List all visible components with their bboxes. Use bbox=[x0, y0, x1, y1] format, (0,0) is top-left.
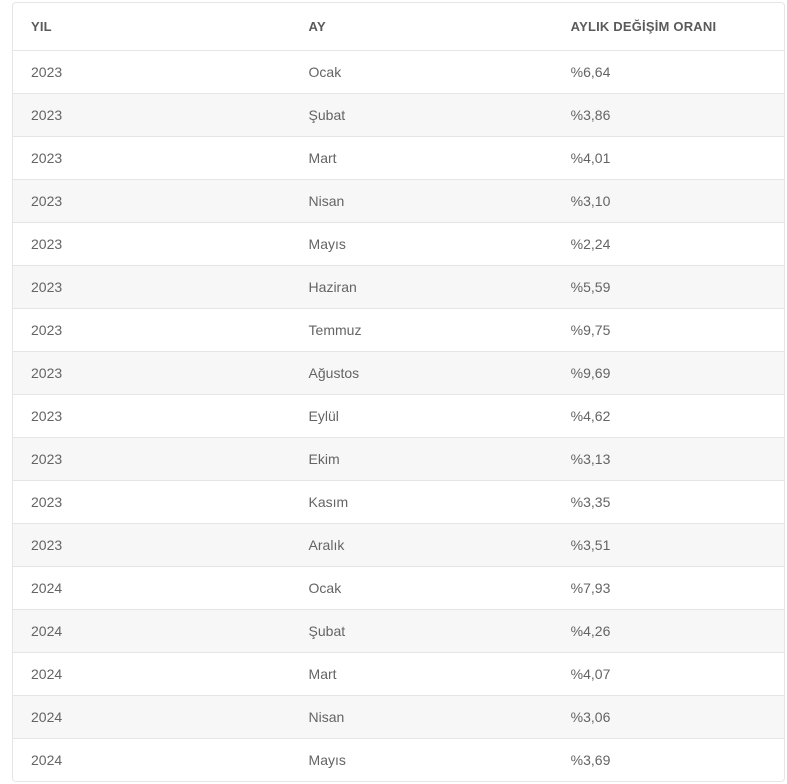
table-body: 2023 Ocak %6,64 2023 Şubat %3,86 2023 Ma… bbox=[13, 51, 784, 782]
cell-ay: Mart bbox=[291, 137, 553, 180]
cell-oran: %2,24 bbox=[553, 223, 784, 266]
cell-ay: Eylül bbox=[291, 395, 553, 438]
cell-ay: Ocak bbox=[291, 51, 553, 94]
cell-ay: Nisan bbox=[291, 180, 553, 223]
cell-yil: 2024 bbox=[13, 653, 291, 696]
table-row: 2023 Haziran %5,59 bbox=[13, 266, 784, 309]
table-row: 2023 Nisan %3,10 bbox=[13, 180, 784, 223]
cell-yil: 2024 bbox=[13, 739, 291, 782]
table-row: 2023 Temmuz %9,75 bbox=[13, 309, 784, 352]
cell-ay: Şubat bbox=[291, 94, 553, 137]
cell-yil: 2023 bbox=[13, 223, 291, 266]
cell-yil: 2023 bbox=[13, 51, 291, 94]
cell-oran: %3,35 bbox=[553, 481, 784, 524]
cell-ay: Ekim bbox=[291, 438, 553, 481]
table-header-row: YIL AY AYLIK DEĞİŞİM ORANI bbox=[13, 3, 784, 51]
table-row: 2023 Mayıs %2,24 bbox=[13, 223, 784, 266]
table-row: 2023 Kasım %3,35 bbox=[13, 481, 784, 524]
cell-oran: %4,07 bbox=[553, 653, 784, 696]
cell-ay: Ocak bbox=[291, 567, 553, 610]
cell-oran: %9,75 bbox=[553, 309, 784, 352]
table-row: 2024 Nisan %3,06 bbox=[13, 696, 784, 739]
cell-ay: Mayıs bbox=[291, 739, 553, 782]
table-row: 2023 Mart %4,01 bbox=[13, 137, 784, 180]
cell-ay: Haziran bbox=[291, 266, 553, 309]
cell-oran: %3,86 bbox=[553, 94, 784, 137]
cell-yil: 2023 bbox=[13, 438, 291, 481]
cell-oran: %5,59 bbox=[553, 266, 784, 309]
cell-oran: %4,01 bbox=[553, 137, 784, 180]
cell-oran: %3,51 bbox=[553, 524, 784, 567]
cell-yil: 2024 bbox=[13, 567, 291, 610]
cell-ay: Temmuz bbox=[291, 309, 553, 352]
cell-yil: 2023 bbox=[13, 481, 291, 524]
table-row: 2024 Mart %4,07 bbox=[13, 653, 784, 696]
cell-ay: Kasım bbox=[291, 481, 553, 524]
table-row: 2023 Ocak %6,64 bbox=[13, 51, 784, 94]
table-row: 2024 Ocak %7,93 bbox=[13, 567, 784, 610]
table-row: 2024 Şubat %4,26 bbox=[13, 610, 784, 653]
table-row: 2023 Ağustos %9,69 bbox=[13, 352, 784, 395]
cell-ay: Nisan bbox=[291, 696, 553, 739]
table-row: 2023 Şubat %3,86 bbox=[13, 94, 784, 137]
data-table-container: YIL AY AYLIK DEĞİŞİM ORANI 2023 Ocak %6,… bbox=[12, 2, 785, 782]
cell-oran: %4,62 bbox=[553, 395, 784, 438]
table-row: 2023 Eylül %4,62 bbox=[13, 395, 784, 438]
cell-yil: 2023 bbox=[13, 395, 291, 438]
cell-oran: %3,06 bbox=[553, 696, 784, 739]
cell-oran: %9,69 bbox=[553, 352, 784, 395]
cell-yil: 2023 bbox=[13, 524, 291, 567]
col-header-ay: AY bbox=[291, 3, 553, 51]
table-row: 2023 Ekim %3,13 bbox=[13, 438, 784, 481]
cell-ay: Ağustos bbox=[291, 352, 553, 395]
cell-oran: %3,10 bbox=[553, 180, 784, 223]
cell-ay: Şubat bbox=[291, 610, 553, 653]
cell-yil: 2023 bbox=[13, 180, 291, 223]
col-header-oran: AYLIK DEĞİŞİM ORANI bbox=[553, 3, 784, 51]
cell-ay: Mart bbox=[291, 653, 553, 696]
cell-yil: 2023 bbox=[13, 309, 291, 352]
table-row: 2024 Mayıs %3,69 bbox=[13, 739, 784, 782]
cell-oran: %3,69 bbox=[553, 739, 784, 782]
cell-yil: 2023 bbox=[13, 137, 291, 180]
cell-yil: 2023 bbox=[13, 266, 291, 309]
cell-oran: %7,93 bbox=[553, 567, 784, 610]
table-header: YIL AY AYLIK DEĞİŞİM ORANI bbox=[13, 3, 784, 51]
cell-oran: %4,26 bbox=[553, 610, 784, 653]
data-table: YIL AY AYLIK DEĞİŞİM ORANI 2023 Ocak %6,… bbox=[13, 3, 784, 781]
cell-yil: 2023 bbox=[13, 352, 291, 395]
col-header-yil: YIL bbox=[13, 3, 291, 51]
cell-ay: Mayıs bbox=[291, 223, 553, 266]
cell-yil: 2024 bbox=[13, 696, 291, 739]
cell-oran: %6,64 bbox=[553, 51, 784, 94]
cell-yil: 2024 bbox=[13, 610, 291, 653]
cell-oran: %3,13 bbox=[553, 438, 784, 481]
table-row: 2023 Aralık %3,51 bbox=[13, 524, 784, 567]
cell-yil: 2023 bbox=[13, 94, 291, 137]
cell-ay: Aralık bbox=[291, 524, 553, 567]
